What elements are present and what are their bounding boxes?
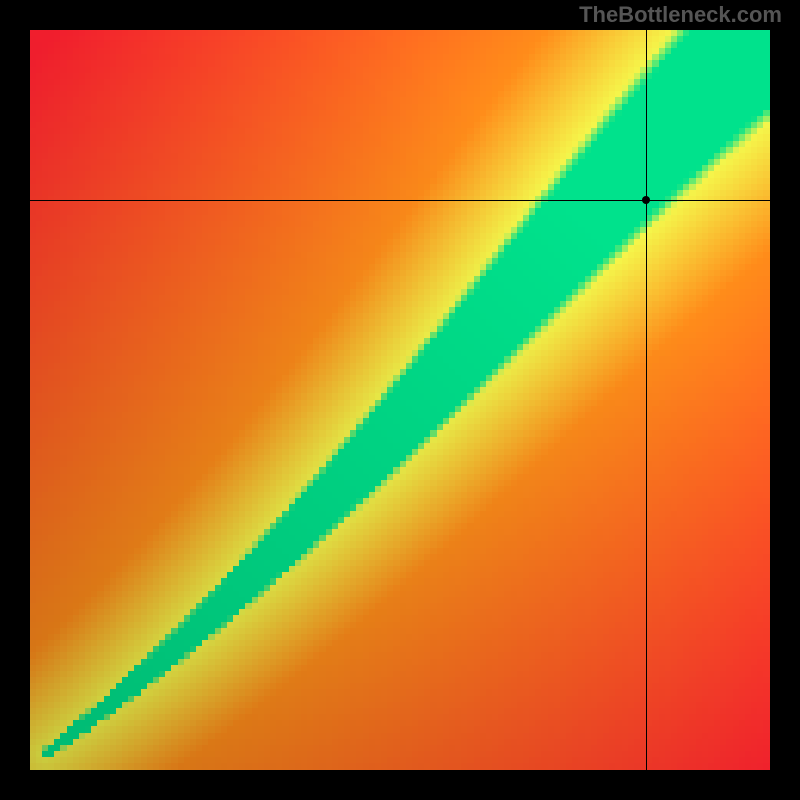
chart-container: TheBottleneck.com: [0, 0, 800, 800]
crosshair-vertical: [646, 30, 647, 785]
selection-marker: [642, 196, 650, 204]
watermark-text: TheBottleneck.com: [579, 2, 782, 28]
bottleneck-heatmap: [30, 30, 770, 770]
crosshair-horizontal: [30, 200, 785, 201]
